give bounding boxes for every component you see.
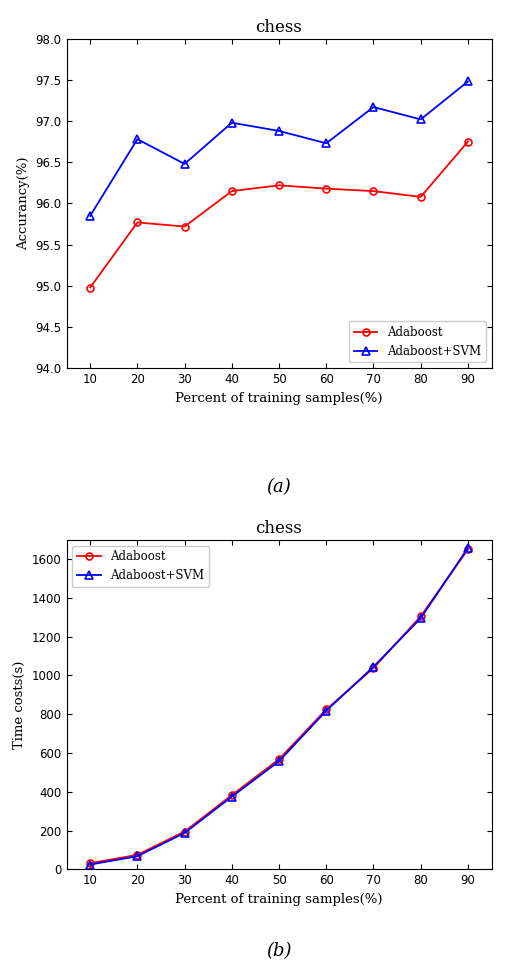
Title: chess: chess xyxy=(255,520,303,537)
Adaboost+SVM xyxy=(418,114,424,126)
Legend: Adaboost, Adaboost+SVM: Adaboost, Adaboost+SVM xyxy=(349,321,485,362)
Adaboost xyxy=(134,849,140,861)
Adaboost xyxy=(465,136,471,148)
Adaboost+SVM xyxy=(134,850,140,862)
Adaboost xyxy=(323,183,329,194)
Adaboost xyxy=(465,544,471,555)
Adaboost+SVM xyxy=(465,75,471,87)
Adaboost xyxy=(182,221,188,233)
Adaboost+SVM xyxy=(87,859,93,870)
Adaboost xyxy=(370,185,376,197)
Adaboost+SVM xyxy=(465,542,471,554)
Adaboost+SVM xyxy=(182,158,188,170)
Adaboost xyxy=(276,753,282,765)
Adaboost xyxy=(229,789,235,801)
Adaboost xyxy=(418,611,424,622)
Adaboost+SVM xyxy=(87,210,93,221)
Adaboost xyxy=(276,180,282,191)
Adaboost+SVM xyxy=(229,791,235,803)
Legend: Adaboost, Adaboost+SVM: Adaboost, Adaboost+SVM xyxy=(73,546,209,587)
Y-axis label: Time costs(s): Time costs(s) xyxy=(13,661,27,749)
Adaboost+SVM xyxy=(323,137,329,149)
Line: Adaboost: Adaboost xyxy=(87,546,472,867)
Adaboost xyxy=(134,216,140,228)
Adaboost+SVM xyxy=(182,827,188,838)
Adaboost xyxy=(87,858,93,869)
Line: Adaboost+SVM: Adaboost+SVM xyxy=(86,77,472,220)
Text: (b): (b) xyxy=(266,942,292,960)
Adaboost xyxy=(370,663,376,674)
Adaboost+SVM xyxy=(276,126,282,137)
Adaboost xyxy=(182,826,188,838)
Adaboost+SVM xyxy=(229,117,235,128)
Adaboost+SVM xyxy=(134,133,140,145)
X-axis label: Percent of training samples(%): Percent of training samples(%) xyxy=(175,392,383,405)
X-axis label: Percent of training samples(%): Percent of training samples(%) xyxy=(175,893,383,906)
Adaboost+SVM xyxy=(276,755,282,767)
Line: Adaboost+SVM: Adaboost+SVM xyxy=(86,544,472,868)
Line: Adaboost: Adaboost xyxy=(87,138,472,291)
Adaboost+SVM xyxy=(323,705,329,717)
Title: chess: chess xyxy=(255,18,303,36)
Adaboost xyxy=(418,191,424,203)
Adaboost xyxy=(87,282,93,294)
Y-axis label: Accurancy(%): Accurancy(%) xyxy=(17,156,30,250)
Adaboost+SVM xyxy=(370,661,376,672)
Adaboost+SVM xyxy=(370,101,376,113)
Adaboost xyxy=(229,185,235,197)
Text: (a): (a) xyxy=(267,478,291,497)
Adaboost xyxy=(323,703,329,715)
Adaboost+SVM xyxy=(418,612,424,624)
